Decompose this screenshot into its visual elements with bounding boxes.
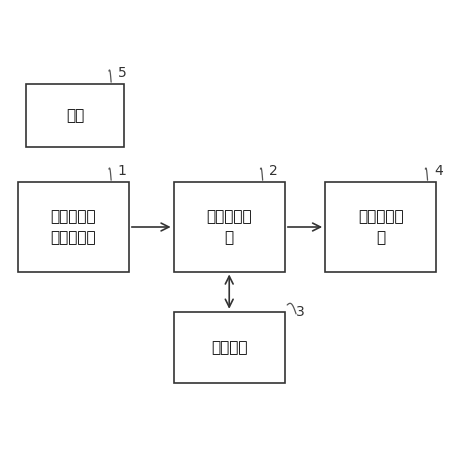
Text: 主轴震动频
率采集单元: 主轴震动频 率采集单元 (50, 209, 96, 245)
Text: 电源: 电源 (66, 108, 84, 123)
Text: 信号发送单
元: 信号发送单 元 (358, 209, 404, 245)
Text: 4: 4 (434, 164, 443, 178)
Bar (18, 183, 129, 271)
Text: 2: 2 (269, 164, 278, 178)
Text: 1: 1 (118, 164, 127, 178)
Text: 数据处理单
元: 数据处理单 元 (207, 209, 252, 245)
Bar (173, 312, 285, 383)
Bar (173, 183, 285, 271)
Bar (26, 84, 124, 147)
Text: 5: 5 (118, 66, 127, 80)
Bar (325, 183, 436, 271)
Text: 3: 3 (296, 305, 305, 319)
Text: 存储单元: 存储单元 (211, 340, 247, 355)
